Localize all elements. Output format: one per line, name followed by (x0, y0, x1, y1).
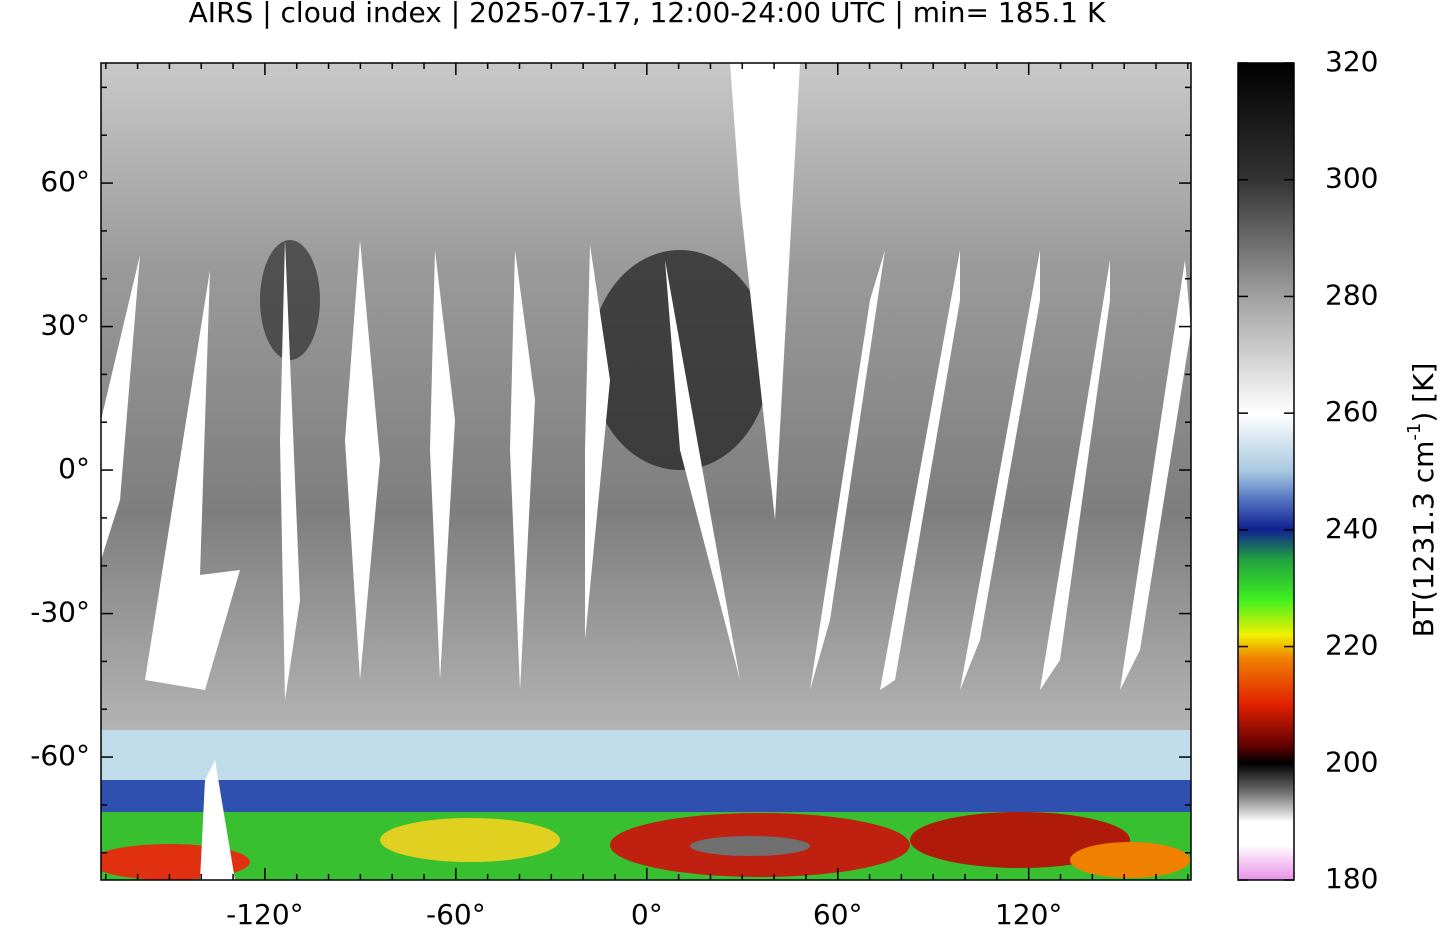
colorbar-tick-label: 280 (1325, 278, 1378, 311)
map-frame (100, 62, 1192, 881)
x-tick-label: -60° (426, 898, 486, 930)
y-tick-label: 60° (40, 165, 90, 198)
y-tick-label: -30° (30, 596, 90, 629)
y-tick-label: -60° (30, 739, 90, 772)
y-tick-label: 30° (40, 309, 90, 342)
map-image (101, 63, 1191, 880)
label-text: ) [K] (1407, 363, 1440, 423)
colorbar (1237, 62, 1295, 881)
colorbar-tick-label: 300 (1325, 162, 1378, 195)
label-text: BT(1231.3 cm (1407, 441, 1440, 638)
colorbar-tick-label: 320 (1325, 45, 1378, 78)
label-superscript: -1 (1404, 423, 1425, 441)
title: AIRS | cloud index | 2025-07-17, 12:00-2… (189, 0, 1106, 29)
x-tick-label: 0° (631, 898, 663, 930)
colorbar-tick-label: 260 (1325, 395, 1378, 428)
colorbar-tick-label: 200 (1325, 745, 1378, 778)
colorbar-tick-label: 240 (1325, 512, 1378, 545)
x-tick-label: 120° (995, 898, 1062, 930)
colorbar-tick-label: 220 (1325, 629, 1378, 662)
x-tick-label: -120° (226, 898, 304, 930)
y-tick-label: 0° (58, 452, 90, 485)
colorbar-label: BT(1231.3 cm-1) [K] (1404, 363, 1441, 638)
colorbar-tick-label: 180 (1325, 862, 1378, 895)
x-tick-label: 60° (813, 898, 863, 930)
